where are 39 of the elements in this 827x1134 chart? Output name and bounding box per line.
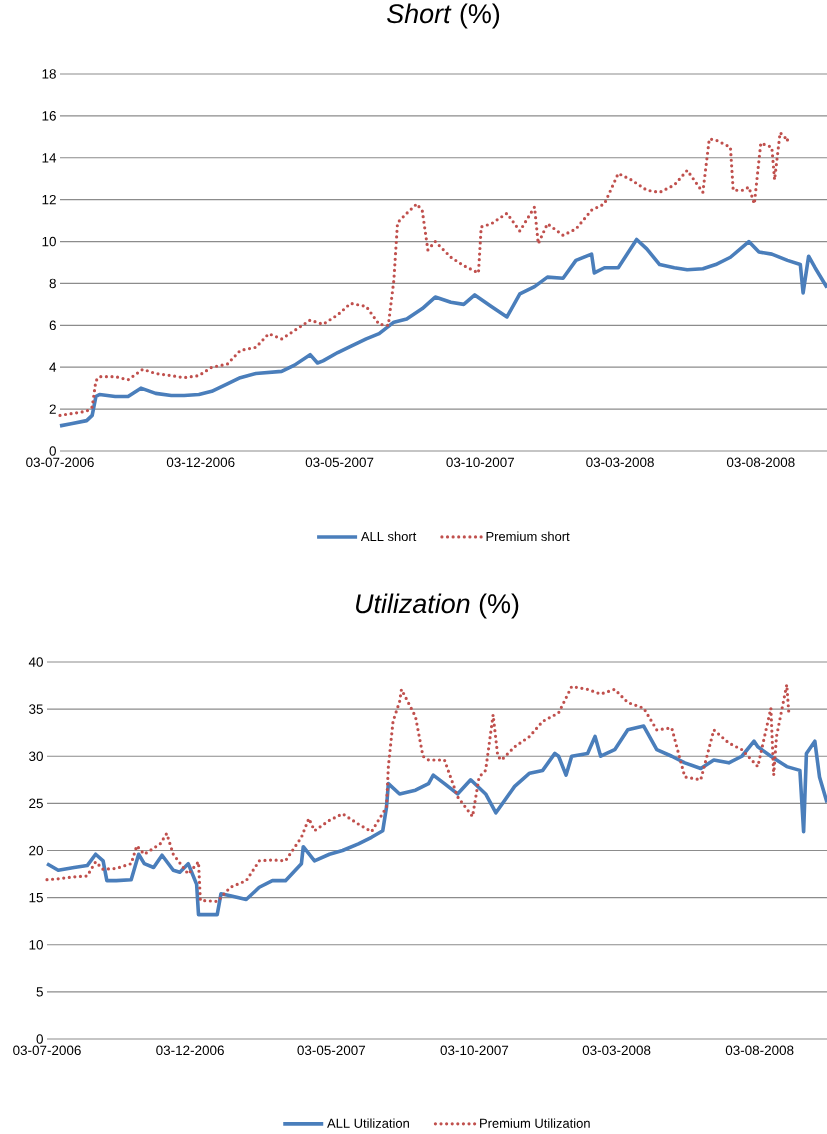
x-tick-label: 03-10-2007 (440, 1045, 509, 1056)
y-tick-label: 12 (42, 194, 56, 205)
x-tick-label: 03-05-2007 (297, 1045, 366, 1056)
y-tick-label: 20 (29, 845, 43, 856)
y-tick-label: 16 (42, 111, 56, 121)
y-tick-label: 5 (36, 987, 43, 997)
x-tick-label: 03-10-2007 (446, 457, 515, 468)
legend-label: ALL Utilization (327, 1118, 409, 1128)
y-tick-label: 30 (29, 751, 43, 761)
y-tick-label: 8 (49, 278, 56, 289)
y-tick-label: 25 (29, 798, 43, 809)
y-tick-label: 4 (49, 362, 57, 372)
x-tick-label: 03-03-2008 (582, 1045, 651, 1056)
y-tick-label: 0 (36, 1034, 43, 1044)
x-tick-label: 03-08-2008 (726, 457, 795, 468)
line-series (58, 131, 790, 417)
y-tick-label: 15 (29, 892, 43, 903)
chart-title: Utilization (%) (356, 593, 519, 619)
y-tick-label: 35 (29, 704, 43, 714)
y-tick-label: 18 (42, 69, 56, 79)
y-tick-label: 40 (28, 657, 43, 667)
y-tick-label: 2 (49, 404, 56, 414)
x-tick-label: 03-07-2006 (26, 457, 94, 468)
chart-title: Short (%) (387, 3, 500, 29)
legend-label: ALL short (360, 531, 417, 542)
x-tick-label: 03-03-2008 (586, 457, 654, 468)
y-tick-label: 6 (49, 320, 56, 331)
legend-label: Premium short (486, 531, 570, 542)
line-series (45, 683, 791, 903)
y-tick-label: 0 (49, 446, 56, 456)
x-tick-label: 03-08-2008 (725, 1045, 794, 1056)
legend-label: Premium Utilization (480, 1118, 590, 1128)
y-tick-label: 10 (42, 236, 56, 247)
y-tick-label: 14 (42, 153, 57, 163)
x-tick-label: 03-07-2006 (13, 1045, 81, 1056)
y-tick-label: 10 (29, 939, 43, 950)
x-tick-label: 03-05-2007 (305, 457, 374, 468)
x-tick-label: 03-12-2006 (166, 457, 235, 468)
x-tick-label: 03-12-2006 (156, 1045, 224, 1056)
